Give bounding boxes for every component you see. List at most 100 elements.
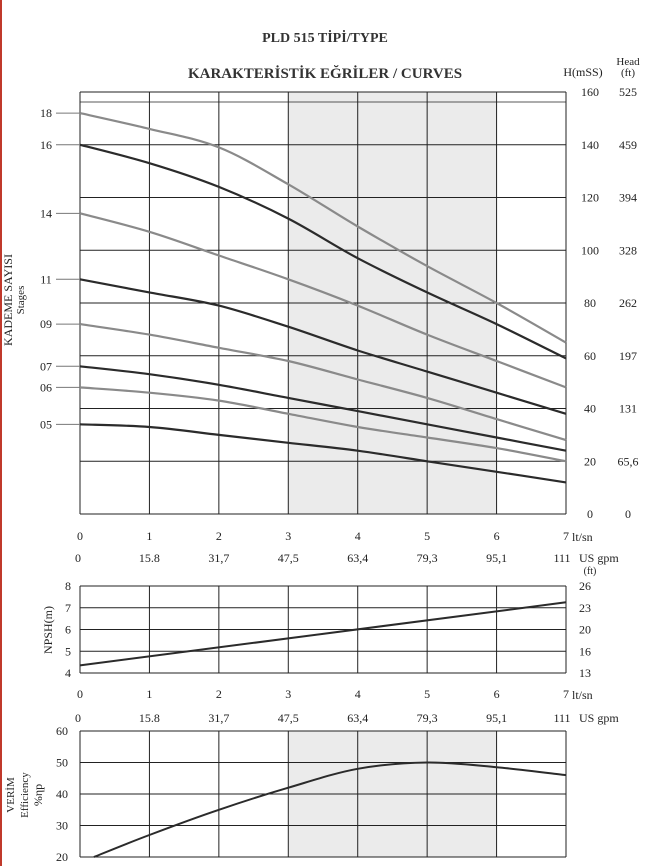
y-tick-label: 40 <box>56 787 68 801</box>
y-tick-label: 20 <box>56 850 68 864</box>
efficiency-chart: 20 30 40 50 60 VERİM Efficiency %ηp <box>5 724 567 864</box>
x2-tick-label: 95,1 <box>486 711 507 725</box>
stage-label-16: 16 <box>40 138 52 152</box>
y2-tick-label: 525 <box>619 85 637 99</box>
x2-tick-label: 79,3 <box>417 551 438 565</box>
x-tick-label: 3 <box>285 529 291 543</box>
side-label: VERİM <box>5 777 17 813</box>
y-tick-label: 140 <box>581 138 599 152</box>
y2-tick-label: 131 <box>619 402 637 416</box>
stage-curve-09 <box>79 323 567 442</box>
x2-tick-label: 31,7 <box>208 711 229 725</box>
x2-tick-label: 0 <box>75 551 81 565</box>
x2-tick-label: 79,3 <box>417 711 438 725</box>
stage-curve-16 <box>79 143 567 360</box>
x2-axis-label: US gpm <box>579 551 619 565</box>
x-tick-label: 4 <box>355 529 361 543</box>
stage-label-11: 11 <box>40 272 52 286</box>
y-tick-label: 6 <box>65 623 71 637</box>
y-axis-label: %ηp <box>31 784 45 806</box>
npsh-chart: 4 135 166 207 238 2600115.8231,7347,5463,4579… <box>41 579 619 725</box>
y-tick-label: 80 <box>584 296 596 310</box>
y2-tick-label: 0 <box>625 507 631 521</box>
y-tick-label: 4 <box>65 666 71 680</box>
y-tick-label: 100 <box>581 243 599 257</box>
x-axis-label: lt/sn <box>572 688 593 702</box>
stage-label-05: 05 <box>40 417 52 431</box>
y2-axis-label: Head <box>616 56 640 68</box>
side-sublabel: Efficiency <box>19 772 31 818</box>
x-axis-label: lt/sn <box>572 530 593 544</box>
x2-axis-label: US gpm <box>579 711 619 725</box>
y2-tick-label: 328 <box>619 243 637 257</box>
y2-tick-label: 65,6 <box>618 454 639 468</box>
left-border <box>0 0 2 866</box>
stage-label-06: 06 <box>40 380 52 394</box>
y2-tick-label: 262 <box>619 296 637 310</box>
y-tick-label: 30 <box>56 819 68 833</box>
x2-tick-label: 111 <box>553 711 570 725</box>
x2-tick-label: 15.8 <box>139 711 160 725</box>
y-tick-label: 40 <box>584 402 596 416</box>
y-tick-label: 60 <box>56 724 68 738</box>
curves-title: KARAKTERİSTİK EĞRİLER / CURVES <box>188 65 462 82</box>
y-tick-label: 5 <box>65 644 71 658</box>
y-tick-label: 160 <box>581 85 599 99</box>
x-tick-label: 2 <box>216 687 222 701</box>
x-tick-label: 6 <box>494 529 500 543</box>
y2-tick-label: 13 <box>579 666 591 680</box>
x-tick-label: 0 <box>77 687 83 701</box>
y2-axis-unit: (ft) <box>621 67 635 79</box>
x-tick-label: 7 <box>563 529 569 543</box>
x2-tick-label: 95,1 <box>486 551 507 565</box>
y2-tick-label: 394 <box>619 191 637 205</box>
y-tick-label: 8 <box>65 579 71 593</box>
y2-tick-label: 459 <box>619 138 637 152</box>
stage-curve-18 <box>79 112 567 344</box>
x2-tick-label: 63,4 <box>347 551 368 565</box>
y2-tick-label: 23 <box>579 601 591 615</box>
x2-tick-label: 63,4 <box>347 711 368 725</box>
x2-tick-label: 47,5 <box>278 711 299 725</box>
stage-label-18: 18 <box>40 106 52 120</box>
x-tick-label: 0 <box>77 529 83 543</box>
y-tick-label: 20 <box>584 454 596 468</box>
side-sublabel: Stages <box>15 286 27 315</box>
y-tick-label: 0 <box>587 507 593 521</box>
stage-label-07: 07 <box>40 359 52 373</box>
x2-tick-label: 15.8 <box>139 551 160 565</box>
x-tick-label: 2 <box>216 529 222 543</box>
stage-curve-07 <box>79 365 567 452</box>
stage-label-14: 14 <box>40 206 52 220</box>
y2-tick-label: 197 <box>619 349 637 363</box>
y-axis-label: H(mSS) <box>563 65 602 79</box>
x-tick-label: 4 <box>355 687 361 701</box>
x-tick-label: 6 <box>494 687 500 701</box>
stage-curve-14 <box>79 212 567 389</box>
x2-tick-label: 0 <box>75 711 81 725</box>
x2-tick-label: 47,5 <box>278 551 299 565</box>
x-tick-label: 5 <box>424 529 430 543</box>
y-tick-label: 50 <box>56 756 68 770</box>
y-tick-label: 120 <box>581 191 599 205</box>
efficiency-curve <box>93 761 567 858</box>
x-tick-label: 5 <box>424 687 430 701</box>
npsh-curve <box>79 601 567 667</box>
x2-axis-unit: (ft) <box>584 566 597 577</box>
y-axis-label: NPSH(m) <box>41 606 55 654</box>
x-tick-label: 1 <box>146 529 152 543</box>
x2-tick-label: 31,7 <box>208 551 229 565</box>
y-tick-label: 60 <box>584 349 596 363</box>
y2-tick-label: 20 <box>579 623 591 637</box>
side-label: KADEME SAYISI <box>1 254 15 346</box>
y-tick-label: 7 <box>65 601 71 615</box>
stage-curve-06 <box>79 386 567 463</box>
stage-curve-11 <box>79 278 567 415</box>
type-label: PLD 515 TİPİ/TYPE <box>262 29 388 46</box>
stage-curve-05 <box>79 423 567 484</box>
x-tick-label: 7 <box>563 687 569 701</box>
x-tick-label: 1 <box>146 687 152 701</box>
x2-tick-label: 111 <box>553 551 570 565</box>
